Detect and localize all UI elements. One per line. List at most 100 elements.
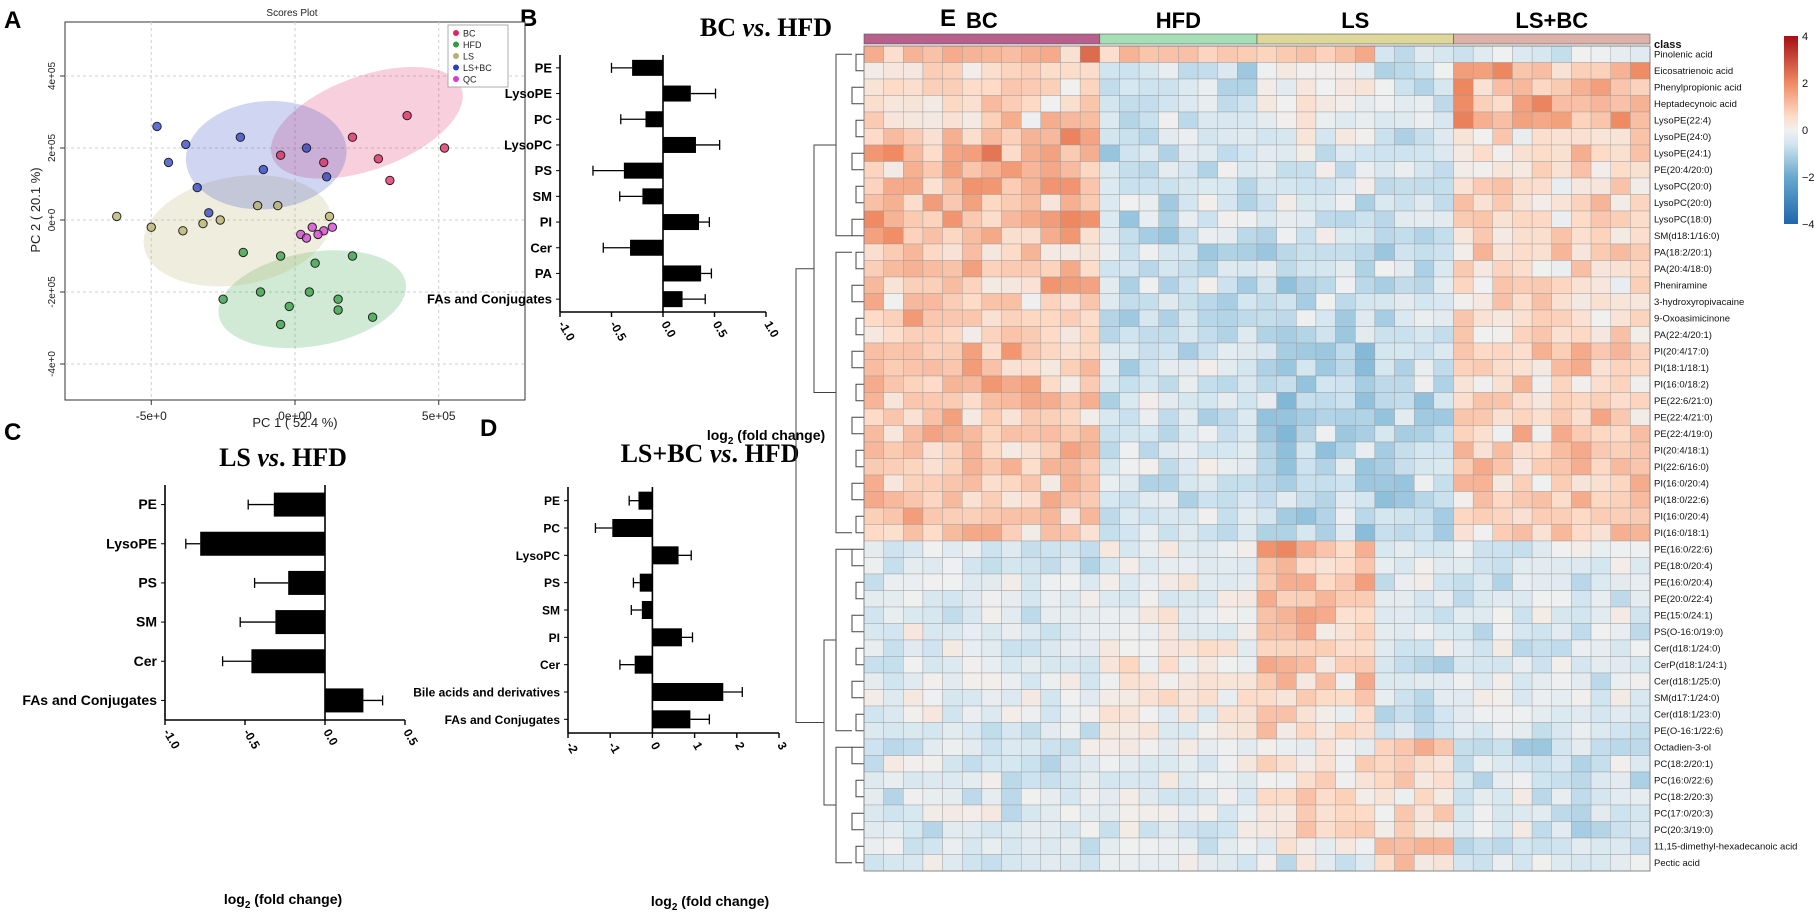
heatmap-cell: [903, 95, 924, 113]
heatmap-cell: [1099, 656, 1120, 674]
heatmap-cell: [1374, 326, 1395, 344]
heatmap-cell: [1374, 507, 1395, 525]
heatmap-cell: [1197, 375, 1218, 393]
heatmap-cell: [903, 177, 924, 195]
heatmap-cell: [1413, 458, 1435, 476]
heatmap-cell: [962, 210, 983, 228]
heatmap-cell: [1630, 78, 1651, 96]
heatmap-cell: [962, 392, 983, 410]
heatmap-cell: [1590, 788, 1611, 806]
heatmap-cell: [1040, 524, 1061, 542]
heatmap-cell: [942, 441, 963, 459]
heatmap-cell: [1197, 606, 1218, 624]
heatmap-cell: [1413, 573, 1435, 591]
scores-ellipse-bc: [270, 66, 463, 179]
heatmap-cell: [1217, 210, 1238, 228]
heatmap-cell: [1040, 738, 1061, 756]
heatmap-row-label: Heptadecynoic acid: [1654, 99, 1737, 110]
heatmap-cell: [1512, 128, 1533, 146]
heatmap-cell: [1335, 62, 1356, 80]
heatmap-cell: [1433, 722, 1454, 740]
heatmap-cell: [1335, 507, 1356, 525]
heatmap-cell: [1531, 293, 1552, 311]
heatmap-cell: [863, 441, 884, 459]
heatmap-cell: [922, 590, 943, 608]
heatmap-cell: [1374, 111, 1395, 129]
heatmap-cell: [1001, 309, 1022, 327]
heatmap-cell: [981, 276, 1002, 294]
heatmap-cell: [981, 623, 1002, 641]
heatmap-cell: [1197, 45, 1218, 63]
heatmap-cell: [1610, 590, 1631, 608]
heatmap-cell: [1413, 45, 1435, 63]
heatmap-cell: [1413, 309, 1435, 327]
heatmap-cell: [942, 276, 963, 294]
heatmap-cell: [1335, 243, 1356, 261]
heatmap-cell: [1374, 623, 1395, 641]
heatmap-cell: [1590, 194, 1611, 212]
heatmap-cell: [1158, 392, 1179, 410]
heatmap-cell: [1374, 738, 1395, 756]
scores-point: [178, 226, 188, 236]
heatmap-cell: [1217, 524, 1238, 542]
heatmap-cell: [863, 804, 884, 822]
heatmap-cell: [1237, 788, 1258, 806]
heatmap-cell: [1158, 45, 1179, 63]
bar-category-label: PI: [549, 631, 560, 645]
heatmap-colorbar: 420−2−4: [1784, 31, 1814, 231]
heatmap-cell: [1119, 260, 1140, 278]
heatmap-cell: [1413, 441, 1435, 459]
heatmap-cell: [1394, 705, 1415, 723]
heatmap-cell: [1119, 639, 1140, 657]
heatmap-cell: [903, 392, 924, 410]
heatmap-cell: [1276, 293, 1297, 311]
heatmap-cell: [981, 656, 1002, 674]
bar-category-label: FAs and Conjugates: [445, 713, 561, 727]
heatmap-cell: [922, 243, 943, 261]
bar-category-label: LysoPC: [504, 137, 553, 152]
heatmap-cell: [1472, 722, 1494, 740]
heatmap-cell: [1374, 606, 1395, 624]
heatmap-cell: [1079, 705, 1101, 723]
heatmap-cell: [1276, 557, 1297, 575]
heatmap-cell: [1335, 326, 1356, 344]
heatmap-cell: [1630, 408, 1651, 426]
heatmap-cell: [883, 326, 904, 344]
heatmap-row-label: PS(O-16:0/19:0): [1654, 627, 1723, 638]
heatmap-cell: [1021, 194, 1042, 212]
heatmap-cell: [1138, 524, 1159, 542]
bar-xtick-label: 0.5: [400, 727, 421, 749]
heatmap-cell: [1590, 78, 1611, 96]
scores-point: [215, 215, 225, 225]
heatmap-cell: [1472, 95, 1494, 113]
heatmap-cell: [1079, 474, 1101, 492]
heatmap-cell: [1590, 161, 1611, 179]
heatmap-cell: [1296, 557, 1317, 575]
scores-point: [319, 157, 329, 168]
heatmap-cell: [1551, 425, 1572, 443]
heatmap-cell: [1315, 425, 1336, 443]
heatmap-cell: [1355, 837, 1376, 855]
bar-xtick-label: -0.5: [240, 727, 263, 752]
heatmap-cell: [1099, 722, 1120, 740]
heatmap-cell: [1335, 672, 1356, 690]
heatmap-cell: [1571, 260, 1592, 278]
heatmap-cell: [1551, 458, 1572, 476]
heatmap-cell: [1433, 606, 1454, 624]
scores-point: [301, 143, 312, 153]
heatmap-cell: [1590, 755, 1611, 773]
heatmap-cell: [1531, 144, 1552, 162]
heatmap-cell: [1551, 821, 1572, 839]
heatmap-cell: [1315, 326, 1336, 344]
heatmap-cell: [1138, 111, 1159, 129]
heatmap-cell: [981, 210, 1002, 228]
heatmap-cell: [1374, 689, 1395, 707]
heatmap-cell: [1040, 854, 1061, 872]
heatmap-row-label: LysoPC(20:0): [1654, 182, 1712, 193]
heatmap-cell: [863, 359, 884, 377]
heatmap-cell: [1178, 425, 1199, 443]
heatmap-cell: [942, 474, 963, 492]
heatmap-cell: [1021, 689, 1042, 707]
heatmap-cell: [1492, 755, 1513, 773]
heatmap-cell: [1276, 656, 1297, 674]
